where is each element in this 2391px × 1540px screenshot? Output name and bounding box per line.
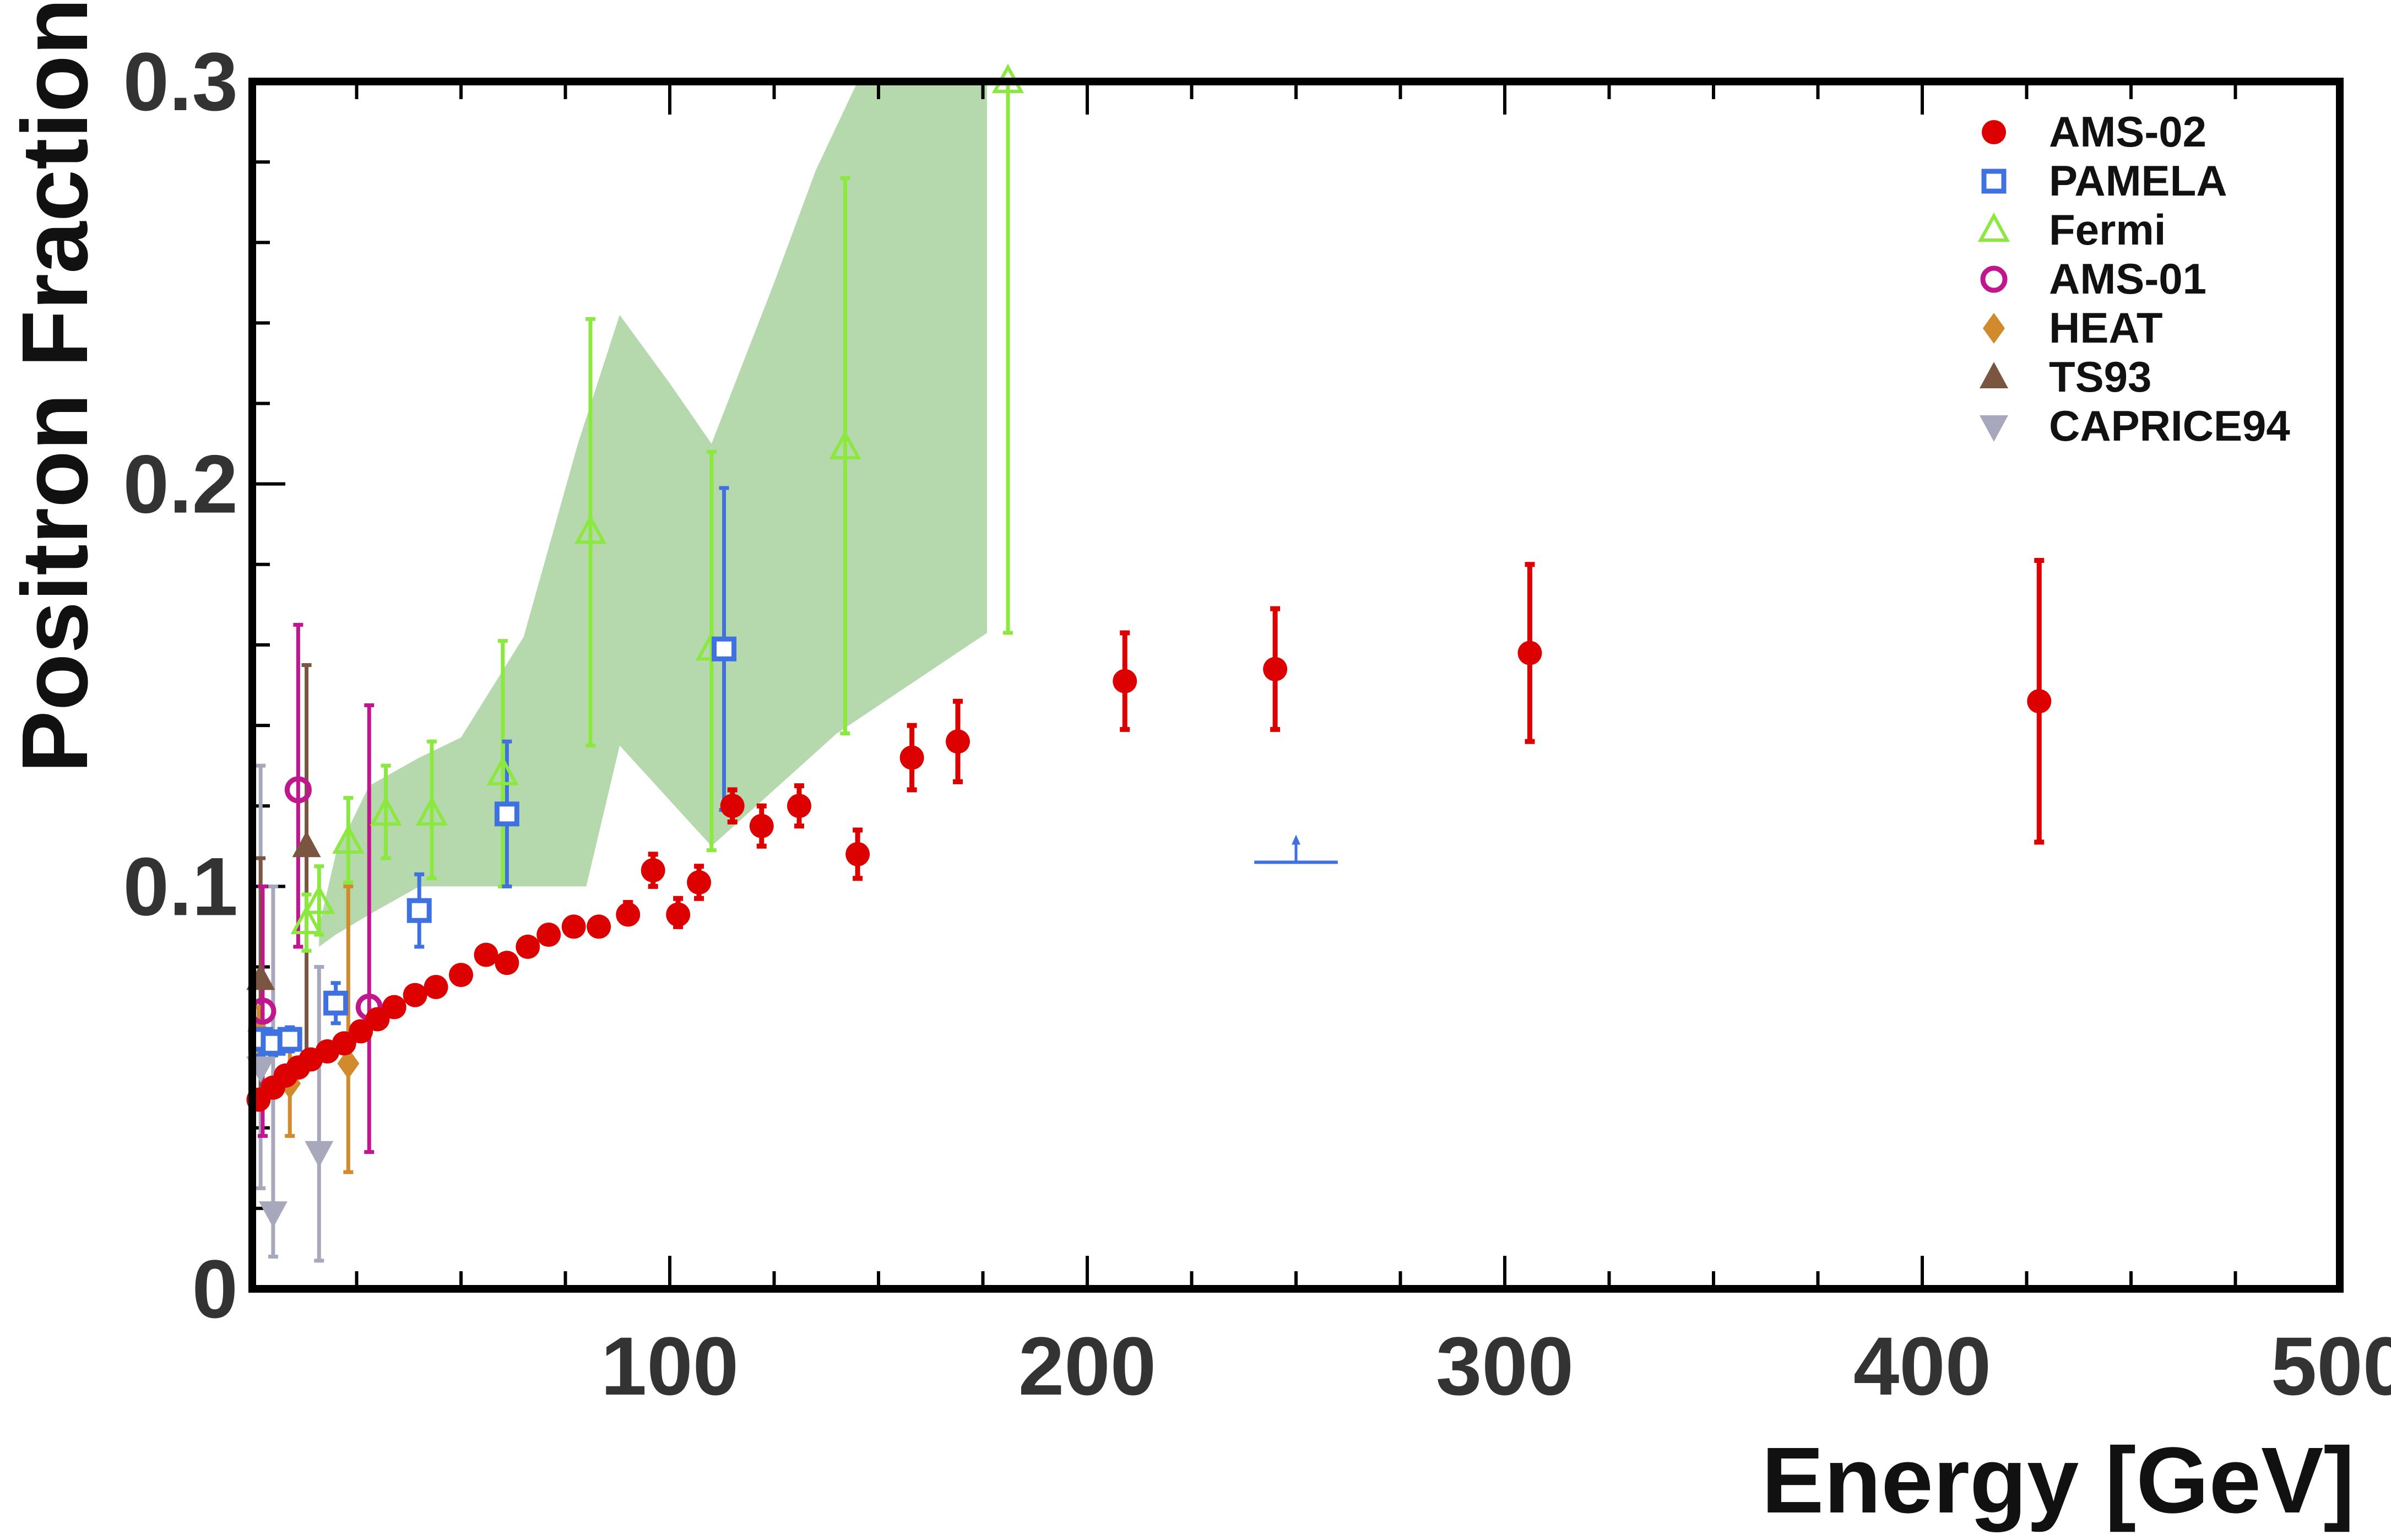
y-tick-label: 0.2 <box>123 438 238 530</box>
ams-01-point <box>284 776 312 804</box>
legend-marker-fermi <box>1977 212 2010 242</box>
pamela-point <box>712 636 737 661</box>
legend-marker-caprice94 <box>1980 415 2008 442</box>
fermi-point <box>303 885 335 914</box>
legend-label-fermi: Fermi <box>2049 205 2166 254</box>
ams-02-point <box>332 1031 356 1056</box>
ams-02-point <box>1517 641 1542 665</box>
y-axis-title: Positron Fraction <box>3 0 107 773</box>
fermi-point <box>486 756 519 785</box>
plot-frame <box>248 78 2344 1293</box>
legend-marker-ams-01 <box>1980 265 2008 293</box>
legend-label-heat: HEAT <box>2049 303 2163 352</box>
legend-label-ams-02: AMS-02 <box>2049 107 2206 156</box>
fermi-point <box>574 514 607 544</box>
x-tick-label: 400 <box>1853 1320 1991 1412</box>
ams-02-point <box>899 745 924 770</box>
pamela-point <box>494 801 519 827</box>
legend-marker-ts93 <box>1980 362 2008 388</box>
ams-02-point <box>845 842 870 866</box>
ams-02-point <box>561 914 586 939</box>
ams-02-point <box>720 794 745 818</box>
ams-02-point <box>516 934 540 959</box>
fermi-band-layer <box>319 82 988 947</box>
ams-02-point <box>365 1007 390 1032</box>
caprice94-point <box>258 1201 288 1228</box>
ams-02-point <box>449 963 473 988</box>
legend-label-pamela: PAMELA <box>2049 156 2227 205</box>
legend-marker-ams-02 <box>1982 120 2006 144</box>
x-tick-label: 200 <box>1018 1320 1156 1412</box>
ams-02-point <box>587 914 611 939</box>
legend-label-caprice94: CAPRICE94 <box>2049 402 2290 450</box>
ams-02-point <box>1263 657 1288 681</box>
pamela-point <box>277 1027 302 1052</box>
ams-02-point <box>787 794 811 818</box>
fermi-point <box>829 430 861 459</box>
ams-02-point <box>424 975 448 999</box>
ams-02-point <box>2027 689 2052 714</box>
x-tick-label: 500 <box>2271 1320 2391 1412</box>
ams-02-point <box>1113 669 1137 693</box>
tick-labels-layer: 100 200 300 400 500 0 0.1 0.2 0.3 <box>123 35 2391 1412</box>
legend-label-ts93: TS93 <box>2049 353 2151 401</box>
ams-02-point <box>536 923 561 947</box>
fermi-point <box>415 796 448 826</box>
fermi-band <box>319 82 988 947</box>
pamela-upper-limit-arrowhead <box>1292 834 1300 845</box>
y-tick-label: 0.1 <box>123 840 238 932</box>
legend-label-ams-01: AMS-01 <box>2049 254 2206 303</box>
heat-point <box>337 1048 360 1079</box>
ams-02-point <box>946 729 971 754</box>
ts93-point <box>292 831 321 858</box>
ams-02-point <box>666 902 691 927</box>
ams-02-point <box>382 995 406 1020</box>
ams-02-point <box>749 814 774 838</box>
x-axis-title: Energy [GeV] <box>1761 1428 2355 1533</box>
fermi-point <box>290 904 323 935</box>
legend-marker-heat <box>1983 313 2005 344</box>
ams-02-point <box>641 858 665 883</box>
y-tick-label: 0 <box>192 1243 238 1335</box>
legend-marker-pamela <box>1981 169 2007 194</box>
pamela-point <box>323 990 349 1016</box>
pamela-point <box>406 898 432 923</box>
fermi-point <box>370 796 402 826</box>
ams-02-point <box>687 870 712 895</box>
x-tick-label: 100 <box>601 1320 739 1412</box>
fermi-point <box>332 824 365 854</box>
ams-02-point <box>349 1019 373 1044</box>
ams-02-point <box>403 983 427 1007</box>
caprice94-point <box>305 1141 334 1168</box>
ams-02-point <box>495 951 519 975</box>
y-tick-label: 0.3 <box>123 35 238 128</box>
ams-02-point <box>474 942 498 967</box>
x-tick-label: 300 <box>1436 1320 1574 1412</box>
ams-02-point <box>616 902 641 927</box>
